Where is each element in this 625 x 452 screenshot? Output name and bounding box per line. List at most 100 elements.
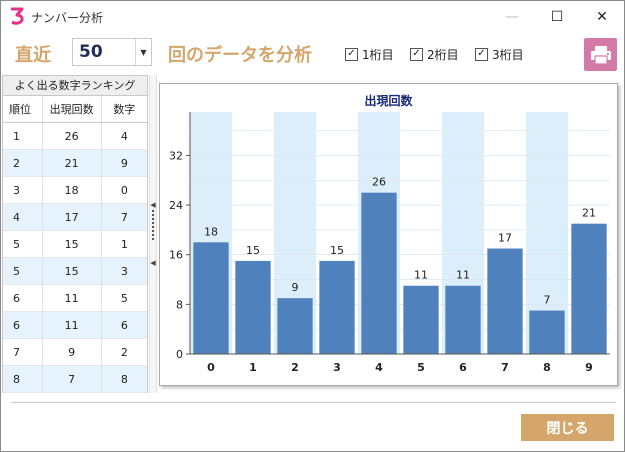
analyze-label: 回のデータを分析 [168,45,312,66]
print-button[interactable] [584,38,617,71]
cell-count: 21 [43,150,102,176]
header-count[interactable]: 出現回数 [43,96,102,122]
cell-rank: 2 [3,150,43,176]
window-close-button[interactable]: ✕ [596,8,608,25]
table-row[interactable]: 5 15 3 [3,258,147,285]
checkbox-box[interactable]: ✓ [345,47,358,61]
chart-data-label: 18 [204,225,218,238]
cell-count: 7 [43,366,102,392]
panel-splitter[interactable]: ◀ ◀ [149,75,157,393]
cell-number: 4 [120,129,128,143]
header-number[interactable]: 数字 [113,103,136,116]
chart-bar [277,298,313,354]
cell-number: 8 [120,372,128,386]
window-title: ナンバー分析 [31,11,104,25]
checkbox-box[interactable]: ✓ [410,47,423,61]
cell-count: 9 [43,339,102,365]
chart-bar [487,248,523,354]
chart-bar [529,310,565,354]
digit3-label: 3桁目 [492,47,524,62]
cell-rank: 7 [3,339,43,365]
chart-x-tick-label: 2 [291,361,299,374]
chevron-down-icon[interactable]: ▼ [135,39,151,65]
chart-title: 出現回数 [364,94,413,108]
collapse-left-icon[interactable]: ◀ [150,201,156,209]
chart-x-tick-label: 0 [207,361,215,374]
digit2-checkbox[interactable]: ✓ 2桁目 [410,46,459,62]
chart-bar [235,260,271,354]
close-button[interactable]: 閉じる [521,414,614,441]
chart-bar [319,260,355,354]
table-row[interactable]: 2 21 9 [3,150,147,177]
digit1-label: 1桁目 [362,47,394,62]
chart-data-label: 9 [292,281,299,294]
chart-x-tick-label: 1 [249,361,257,374]
frequency-chart: 18 0 15 1 9 2 15 3 26 4 11 5 11 6 17 7 7 8 21 9 0 8 16 24 32 出現回… [159,83,618,386]
cell-number: 2 [120,345,128,359]
chart-x-tick-label: 8 [543,361,551,374]
cell-count: 26 [43,123,102,149]
chart-x-tick-label: 3 [333,361,341,374]
cell-count: 15 [43,231,102,257]
cell-count: 18 [43,177,102,203]
chart-x-tick-label: 6 [459,361,467,374]
chart-bar [445,285,481,354]
table-row[interactable]: 3 18 0 [3,177,147,204]
chart-y-tick-label: 0 [176,348,183,361]
table-row[interactable]: 4 17 7 [3,204,147,231]
chart-y-tick-label: 16 [169,249,183,262]
table-row[interactable]: 5 15 1 [3,231,147,258]
cell-rank: 5 [3,231,43,257]
cell-number: 0 [120,183,128,197]
cell-number: 1 [120,237,128,251]
chart-bar [361,192,397,354]
cell-count: 11 [43,312,102,338]
collapse-left-icon[interactable]: ◀ [150,259,156,267]
ranking-title: よく出る数字ランキング [3,76,147,96]
cell-number: 9 [120,156,128,170]
recent-label: 直近 [15,45,51,66]
cell-count: 11 [43,285,102,311]
chart-x-tick-label: 9 [585,361,593,374]
table-row[interactable]: 6 11 5 [3,285,147,312]
chart-bar [403,285,439,354]
chart-y-tick-label: 24 [169,199,183,212]
draw-count-value: 50 [79,42,103,62]
checkbox-box[interactable]: ✓ [475,47,488,61]
table-row[interactable]: 1 26 4 [3,123,147,150]
chart-bar [571,223,607,354]
title-bar: ナンバー分析 — ☐ ✕ [1,1,624,32]
chart-data-label: 17 [498,232,512,245]
cell-count: 15 [43,258,102,284]
cell-number: 3 [120,264,128,278]
maximize-button[interactable]: ☐ [550,8,564,25]
printer-icon [590,45,611,65]
digit2-label: 2桁目 [427,47,459,62]
cell-rank: 1 [3,123,43,149]
draw-count-select[interactable]: 50 ▼ [72,38,152,66]
chart-x-tick-label: 5 [417,361,425,374]
minimize-button[interactable]: — [505,8,519,25]
cell-number: 7 [120,210,128,224]
cell-number: 5 [120,291,128,305]
cell-rank: 8 [3,366,43,392]
digit1-checkbox[interactable]: ✓ 1桁目 [345,46,394,62]
grip-handle-icon[interactable] [152,210,154,240]
chart-data-label: 26 [372,176,386,189]
cell-number: 6 [120,318,128,332]
chart-x-tick-label: 7 [501,361,509,374]
chart-y-tick-label: 8 [176,298,183,311]
cell-rank: 6 [3,312,43,338]
cell-rank: 5 [3,258,43,284]
app-logo-icon [11,7,24,25]
digit3-checkbox[interactable]: ✓ 3桁目 [475,46,524,62]
cell-rank: 4 [3,204,43,230]
chart-x-tick-label: 4 [375,361,383,374]
header-rank[interactable]: 順位 [3,96,43,122]
table-row[interactable]: 6 11 6 [3,312,147,339]
chart-y-tick-label: 32 [169,149,183,162]
